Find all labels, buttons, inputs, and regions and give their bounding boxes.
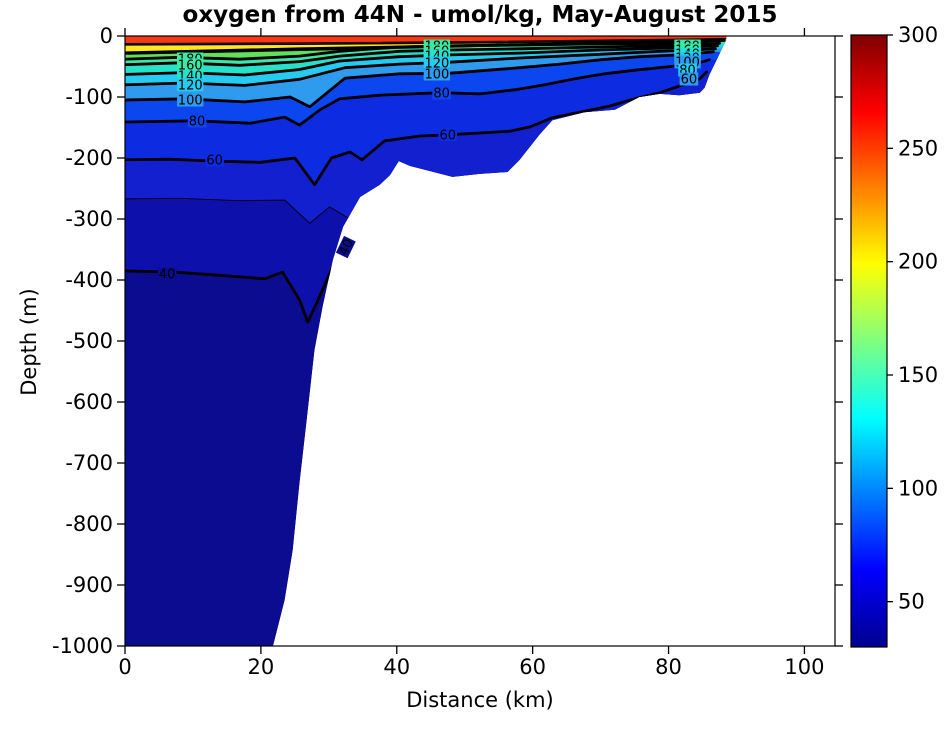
colorbar-tick-label: 100 (898, 476, 938, 500)
contour-label-40: 40 (335, 235, 357, 259)
contour-label-patch (432, 86, 451, 100)
y-tick-label: -500 (65, 329, 113, 353)
contour-label-60: 60 (438, 128, 458, 144)
colorbar-tick-label: 150 (898, 363, 938, 387)
contour-label-80: 80 (432, 86, 451, 101)
contour-line-80 (125, 58, 711, 127)
contour-label-text: 60 (206, 154, 223, 169)
x-tick-label: 60 (519, 655, 546, 679)
y-tick-label: -1000 (52, 634, 113, 658)
contour-label-patch (187, 114, 207, 128)
y-tick-label: 0 (100, 24, 113, 48)
contour-label-patch (423, 56, 451, 70)
y-tick-label: -200 (65, 146, 113, 170)
contour-edge-240 (125, 38, 726, 45)
contour-label-patch (679, 72, 699, 86)
colorbar: 50 100 150 200 250 300 (850, 23, 938, 648)
contour-label-60: 60 (679, 72, 699, 88)
contour-label-text: 80 (433, 86, 450, 101)
contour-edge-50 (125, 197, 349, 224)
contour-label-text: 80 (189, 114, 206, 129)
x-tick-label: 40 (383, 655, 410, 679)
contour-label-120: 120 (177, 78, 204, 93)
contour-label-text: 60 (681, 73, 698, 88)
y-tick-label: -600 (65, 390, 113, 414)
contour-fills (125, 36, 727, 646)
axes: 0 20 40 60 80 100 0 -100 -200 -300 -400 -500 -600 -70… (52, 24, 843, 679)
colorbar-gradient (850, 34, 888, 648)
contour-edge-220 (125, 39, 726, 46)
y-tick-label: -100 (65, 85, 113, 109)
contour-label-patch (177, 58, 204, 72)
contour-label-patch (205, 153, 224, 167)
contour-label-patch (438, 128, 458, 142)
chart-title: oxygen from 44N - umol/kg, May-August 20… (182, 2, 778, 28)
contour-line-120 (125, 47, 717, 87)
contour-label-60: 60 (205, 153, 224, 169)
contour-edge-260 (125, 38, 727, 44)
contour-label-text: 120 (178, 78, 203, 93)
band-above-260 (125, 36, 727, 44)
x-tick-label: 20 (248, 655, 275, 679)
contour-label-patch (423, 67, 451, 81)
colorbar-tick-label: 200 (898, 250, 938, 274)
x-tick-label: 0 (118, 655, 131, 679)
y-tick-label: -700 (65, 451, 113, 475)
contour-label-patch (335, 235, 356, 259)
contour-line-200 (125, 39, 726, 55)
contour-label-text: 100 (424, 68, 449, 83)
colorbar-tick-label: 50 (898, 590, 925, 614)
y-axis-label: Depth (m) (17, 288, 41, 396)
x-tick-label: 100 (784, 655, 824, 679)
contour-label-80: 80 (187, 114, 207, 129)
contour-label-text: 40 (159, 268, 176, 283)
contour-label-100: 100 (423, 67, 451, 83)
contour-label-100: 100 (177, 93, 204, 109)
contour-line-140 (125, 44, 719, 77)
tick-marks (117, 28, 843, 654)
contour-label-40: 40 (157, 267, 177, 283)
y-tick-label: -300 (65, 207, 113, 231)
colorbar-tick-label: 300 (898, 23, 938, 47)
y-tick-label: -900 (65, 573, 113, 597)
y-tick-label: -400 (65, 268, 113, 292)
contour-line-160 (125, 41, 721, 67)
contour-label-text: 60 (439, 129, 456, 144)
x-axis-label: Distance (km) (406, 688, 554, 712)
contour-label-text: 100 (178, 94, 203, 109)
contour-label-patch (157, 267, 177, 281)
contour-label-patch (177, 93, 204, 107)
colorbar-tick-label: 250 (898, 136, 938, 160)
contour-labels: 1801601401201008060401801601401201008060… (157, 39, 701, 283)
contour-label-text: 40 (336, 237, 357, 258)
contour-label-patch (177, 78, 204, 92)
y-tick-label: -800 (65, 512, 113, 536)
x-tick-label: 80 (655, 655, 682, 679)
